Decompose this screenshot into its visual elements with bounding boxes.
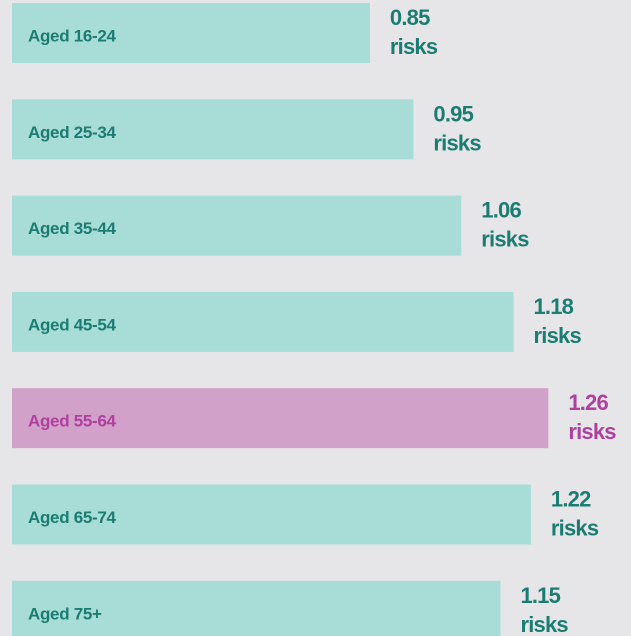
unit-label: risks bbox=[568, 419, 616, 444]
category-label: Aged 35-44 bbox=[28, 219, 117, 238]
value-label: 1.18 bbox=[534, 294, 574, 319]
value-label: 1.15 bbox=[520, 583, 560, 608]
bar bbox=[12, 484, 531, 545]
category-label: Aged 45-54 bbox=[28, 315, 117, 334]
unit-label: risks bbox=[433, 130, 481, 155]
unit-label: risks bbox=[481, 227, 529, 252]
bar bbox=[12, 580, 501, 636]
value-label: 1.22 bbox=[551, 487, 591, 512]
value-label: 1.06 bbox=[481, 198, 521, 223]
category-label: Aged 65-74 bbox=[28, 508, 117, 527]
unit-label: risks bbox=[534, 323, 582, 348]
bar bbox=[12, 99, 414, 160]
unit-label: risks bbox=[520, 612, 568, 636]
category-label: Aged 16-24 bbox=[28, 26, 117, 45]
category-label: Aged 55-64 bbox=[28, 412, 117, 431]
bar bbox=[12, 291, 514, 352]
bar bbox=[12, 388, 549, 449]
value-label: 0.95 bbox=[433, 101, 473, 126]
value-label: 0.85 bbox=[390, 5, 430, 30]
category-label: Aged 25-34 bbox=[28, 123, 117, 142]
bar bbox=[12, 195, 462, 256]
value-label: 1.26 bbox=[568, 390, 608, 415]
unit-label: risks bbox=[551, 516, 599, 541]
category-label: Aged 75+ bbox=[28, 604, 102, 623]
bar bbox=[12, 3, 370, 63]
unit-label: risks bbox=[390, 34, 438, 59]
